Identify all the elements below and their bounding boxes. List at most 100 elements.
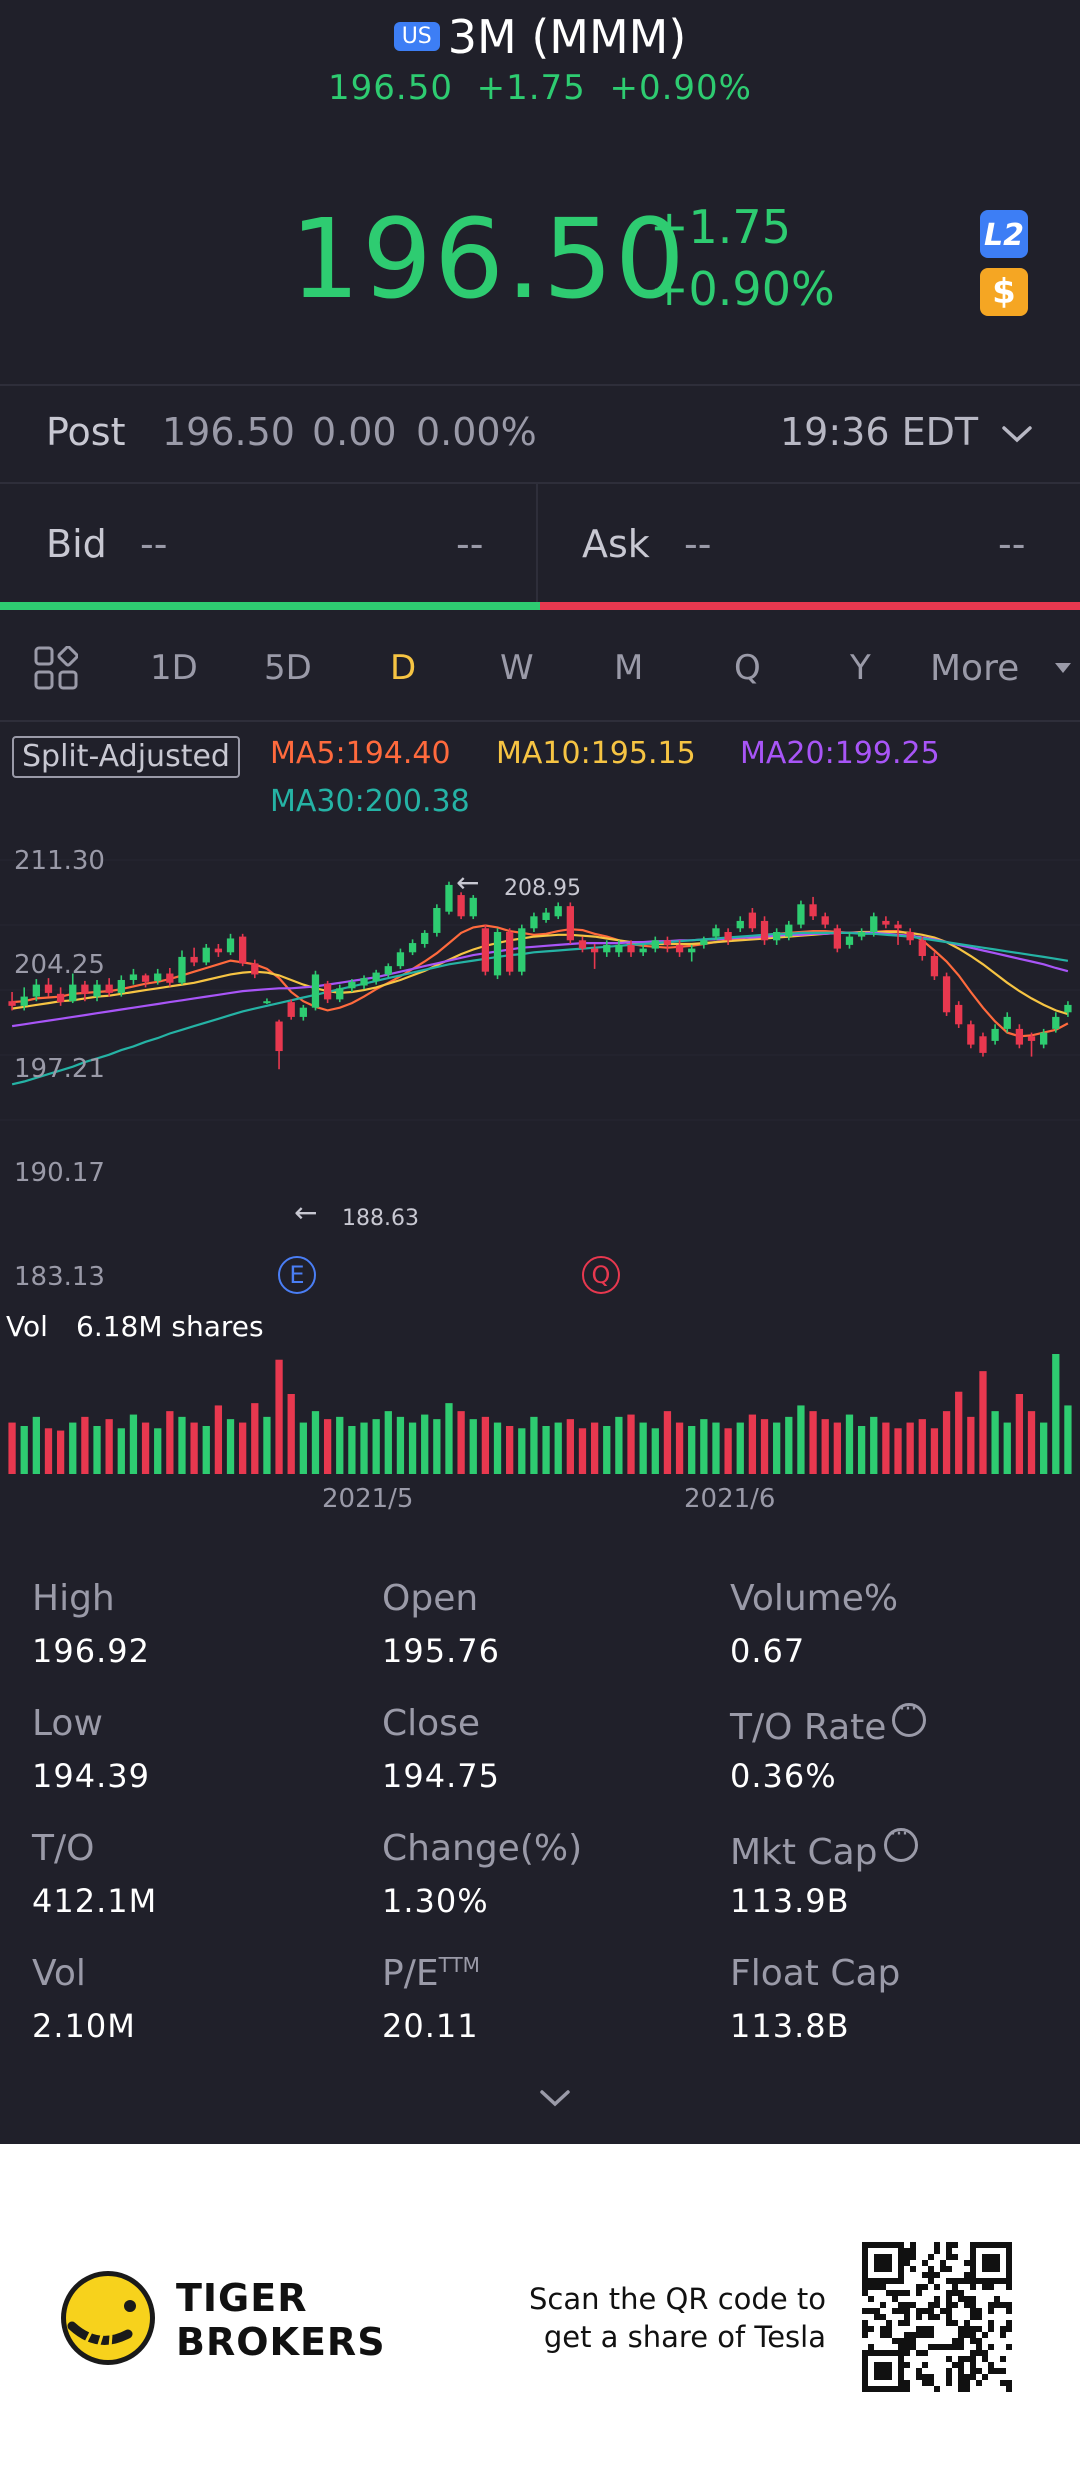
candle [663, 936, 672, 953]
volume-bar [955, 1391, 963, 1474]
qr-code-icon [862, 2242, 1012, 2392]
candle [166, 967, 174, 987]
volume-bar [166, 1411, 174, 1474]
quarter-event-marker[interactable]: Q [582, 1256, 620, 1294]
candle [1064, 1001, 1072, 1017]
candle [578, 936, 587, 953]
candle [845, 931, 854, 949]
volume-bar [554, 1422, 562, 1474]
candle [493, 928, 502, 980]
volume-bar [639, 1422, 647, 1474]
candle [894, 920, 902, 945]
post-change: 0.00 [312, 410, 397, 454]
tab-5d[interactable]: 5D [264, 648, 312, 688]
candle [627, 940, 635, 957]
promo-footer: TIGER BROKERS Scan the QR code to get a … [0, 2144, 1080, 2492]
candle [615, 940, 623, 957]
candle [129, 968, 138, 985]
tab-w[interactable]: W [500, 648, 534, 688]
volume-bar [481, 1416, 490, 1474]
candle [226, 933, 235, 956]
divider [0, 720, 1080, 722]
volume-bar [748, 1414, 757, 1474]
candle [675, 940, 684, 957]
candle [833, 924, 841, 953]
candle [955, 1001, 963, 1028]
candle [530, 912, 538, 932]
volume-bar [518, 1428, 526, 1474]
post-price: 196.50 [162, 410, 295, 454]
candle [748, 907, 757, 932]
expand-chevron-icon[interactable] [538, 2086, 572, 2114]
promo-line2: get a share of Tesla [543, 2320, 826, 2354]
candle [554, 902, 562, 920]
stat-vol-value: 2.10M [32, 2007, 136, 2045]
candle [506, 928, 514, 976]
volume-bar [530, 1416, 538, 1474]
bid-label: Bid [46, 522, 107, 566]
candle [20, 987, 28, 1011]
candle [117, 975, 125, 997]
stat-open-label: Open [382, 1578, 479, 1619]
stat-float-cap-label: Float Cap [730, 1953, 901, 1994]
low-arrow-icon: ← [294, 1196, 318, 1229]
tab-1d[interactable]: 1D [150, 648, 198, 688]
high-arrow-icon: ← [456, 866, 480, 899]
volume-bar [700, 1419, 708, 1474]
stat-close-value: 194.75 [382, 1757, 500, 1795]
candle [154, 968, 162, 985]
candle [773, 928, 781, 945]
candle [214, 943, 223, 957]
candle [724, 928, 732, 945]
volume-bar [384, 1411, 392, 1474]
volume-bar [506, 1426, 514, 1474]
volume-bar [809, 1411, 817, 1474]
volume-bar [32, 1416, 40, 1474]
volume-bar [1027, 1411, 1036, 1474]
more-info-icon[interactable] [892, 1697, 927, 1737]
volume-bar [590, 1422, 599, 1474]
tab-d[interactable]: D [390, 648, 417, 688]
candle [445, 881, 453, 915]
volume-bar [457, 1411, 465, 1474]
volume-label: Vol [6, 1310, 48, 1343]
stock-title: US 3M (MMM) [0, 10, 1080, 64]
caret-down-icon[interactable] [1054, 660, 1072, 679]
candle [372, 969, 380, 985]
stat-open-value: 195.76 [382, 1632, 500, 1670]
volume-bar [56, 1430, 65, 1474]
price-change: +1.75 [650, 200, 791, 254]
tab-y[interactable]: Y [850, 648, 871, 688]
chevron-down-icon[interactable] [1000, 420, 1034, 452]
post-time[interactable]: 19:36 EDT [780, 410, 979, 454]
header-quote-summary: 196.50 +1.75 +0.90% [0, 68, 1080, 108]
candle [141, 973, 150, 988]
volume-bar [190, 1422, 198, 1474]
tab-more[interactable]: More [930, 648, 1020, 689]
header-price: 196.50 [328, 68, 453, 108]
chart-layout-icon[interactable] [34, 645, 79, 694]
volume-bar [287, 1394, 295, 1474]
volume-bar [263, 1416, 271, 1474]
earnings-event-marker[interactable]: E [278, 1256, 316, 1294]
dollar-badge-icon[interactable]: $ [980, 268, 1028, 316]
stat-vol-label: Vol [32, 1953, 86, 1994]
candle [918, 936, 926, 961]
split-adjusted-toggle[interactable]: Split-Adjusted [12, 736, 240, 778]
tab-m[interactable]: M [614, 648, 644, 688]
volume-bar [493, 1422, 502, 1474]
candle [457, 892, 465, 920]
candle [967, 1020, 975, 1049]
volume-bar [712, 1422, 720, 1474]
more-info-icon[interactable] [883, 1822, 918, 1862]
candlestick-chart[interactable] [0, 830, 1080, 1310]
candle [287, 999, 295, 1020]
tab-q[interactable]: Q [734, 648, 761, 688]
ma20-value: MA20:199.25 [740, 736, 940, 771]
level2-badge-icon[interactable]: L2 [980, 210, 1028, 258]
ask-size: -- [998, 522, 1026, 566]
stat-mkt-cap-label: Mkt Cap [730, 1822, 918, 1873]
candle [1040, 1028, 1048, 1049]
volume-bar [578, 1428, 587, 1474]
candle [263, 998, 271, 1004]
